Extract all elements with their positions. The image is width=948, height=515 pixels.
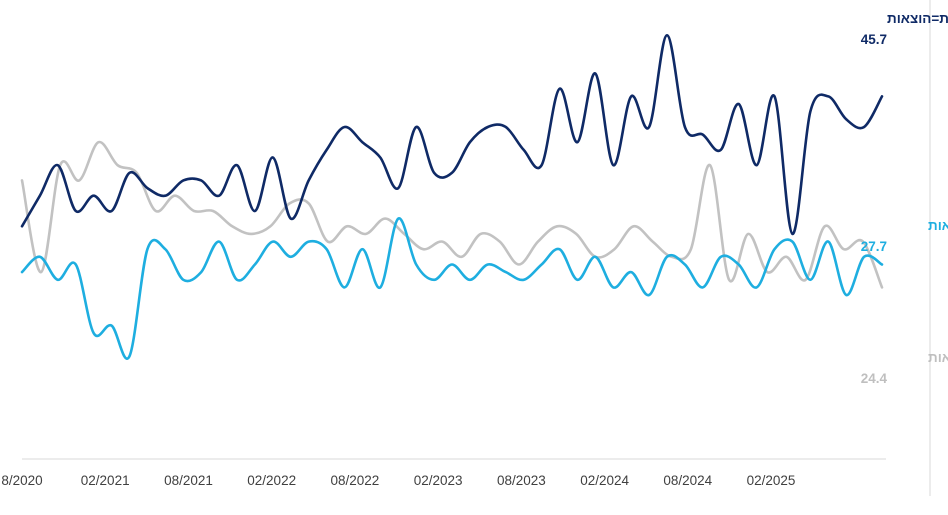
x-tick-label: 08/2024 (663, 473, 712, 488)
x-tick-label: 02/2022 (247, 473, 296, 488)
label-higher-income-series: הכנסות>הוצאות 27.7 (861, 218, 948, 254)
x-tick-label: 02/2024 (580, 473, 629, 488)
label-equal-series-value: 45.7 (861, 32, 887, 47)
series-lines (20, 34, 884, 360)
label-lower-income-series-name: הכנסות<הוצאות (928, 350, 948, 365)
series-line-lower-income (20, 140, 884, 289)
x-axis-tick-labels: 8/2020 02/2021 08/2021 02/2022 08/2022 02/202… (1, 473, 795, 488)
series-line-higher-income (20, 217, 884, 360)
label-lower-income-series: הכנסות<הוצאות 24.4 (861, 350, 948, 386)
x-tick-label: 08/2023 (497, 473, 546, 488)
x-tick-label: 08/2022 (330, 473, 379, 488)
label-higher-income-series-name: הכנסות>הוצאות (928, 218, 948, 233)
x-tick-label: 08/2021 (164, 473, 213, 488)
x-tick-label: 02/2023 (414, 473, 463, 488)
series-line-equal (20, 34, 884, 236)
x-tick-label: 02/2025 (747, 473, 796, 488)
label-equal-series-name: הכנסות=הוצאות (887, 11, 948, 26)
label-lower-income-series-value: 24.4 (861, 371, 888, 386)
label-equal-series: הכנסות=הוצאות 45.7 (861, 11, 948, 47)
x-tick-label: 8/2020 (1, 473, 42, 488)
x-tick-label: 02/2021 (81, 473, 130, 488)
label-higher-income-series-value: 27.7 (861, 239, 887, 254)
